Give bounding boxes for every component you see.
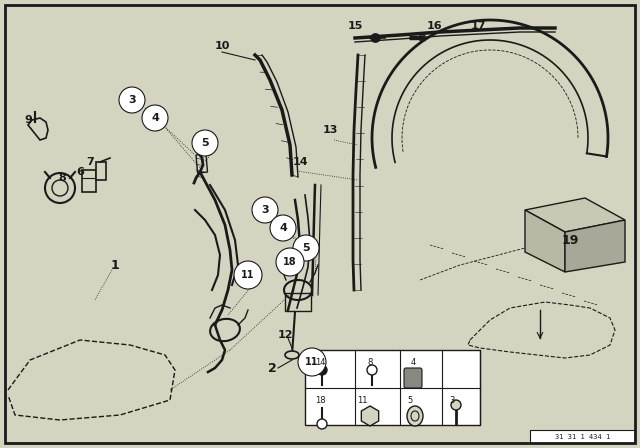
Circle shape: [298, 348, 326, 376]
Circle shape: [276, 248, 304, 276]
Text: 19: 19: [561, 233, 579, 246]
FancyBboxPatch shape: [404, 368, 422, 388]
Text: 12: 12: [277, 330, 292, 340]
Text: 11: 11: [305, 357, 319, 367]
Text: 3: 3: [449, 396, 454, 405]
Text: 4: 4: [410, 358, 415, 366]
Circle shape: [52, 180, 68, 196]
Circle shape: [142, 105, 168, 131]
Circle shape: [192, 130, 218, 156]
Circle shape: [367, 365, 377, 375]
Text: 18: 18: [315, 396, 325, 405]
Circle shape: [252, 197, 278, 223]
Text: 8: 8: [367, 358, 372, 366]
Text: 8: 8: [58, 173, 66, 183]
Text: 1: 1: [111, 258, 120, 271]
Text: 5: 5: [201, 138, 209, 148]
Text: 9: 9: [24, 115, 32, 125]
Text: 4: 4: [151, 113, 159, 123]
Polygon shape: [525, 198, 625, 232]
Text: 18: 18: [283, 257, 297, 267]
Polygon shape: [565, 220, 625, 272]
Circle shape: [234, 261, 262, 289]
Text: 5: 5: [408, 396, 413, 405]
Bar: [96, 162, 106, 180]
Polygon shape: [28, 118, 48, 140]
Text: 3: 3: [128, 95, 136, 105]
Circle shape: [270, 215, 296, 241]
Circle shape: [45, 173, 75, 203]
Text: 10: 10: [214, 41, 230, 51]
Circle shape: [293, 235, 319, 261]
Circle shape: [119, 87, 145, 113]
Circle shape: [451, 400, 461, 410]
Text: 31 31 1 434 1: 31 31 1 434 1: [555, 434, 610, 439]
Text: 14: 14: [292, 157, 308, 167]
Text: 6: 6: [76, 167, 84, 177]
Circle shape: [371, 34, 379, 42]
Text: 3: 3: [261, 205, 269, 215]
Circle shape: [317, 419, 327, 429]
Ellipse shape: [285, 351, 299, 359]
Text: 13: 13: [323, 125, 338, 135]
Bar: [530, 430, 635, 443]
Circle shape: [372, 34, 380, 42]
Bar: [196, 154, 207, 173]
Ellipse shape: [407, 406, 423, 426]
Text: 4: 4: [279, 223, 287, 233]
Text: 17: 17: [470, 21, 486, 31]
Text: 2: 2: [268, 362, 276, 375]
Ellipse shape: [411, 411, 419, 421]
Text: 14: 14: [315, 358, 325, 366]
Polygon shape: [525, 210, 565, 272]
Text: 7: 7: [86, 157, 94, 167]
Text: 15: 15: [348, 21, 363, 31]
Text: 5: 5: [302, 243, 310, 253]
Text: 16: 16: [427, 21, 443, 31]
Text: 11: 11: [356, 396, 367, 405]
Bar: [305, 350, 480, 425]
FancyArrow shape: [410, 35, 428, 40]
Text: 11: 11: [241, 270, 255, 280]
Bar: [285, 293, 311, 311]
Bar: [82, 170, 96, 192]
Circle shape: [317, 365, 327, 375]
